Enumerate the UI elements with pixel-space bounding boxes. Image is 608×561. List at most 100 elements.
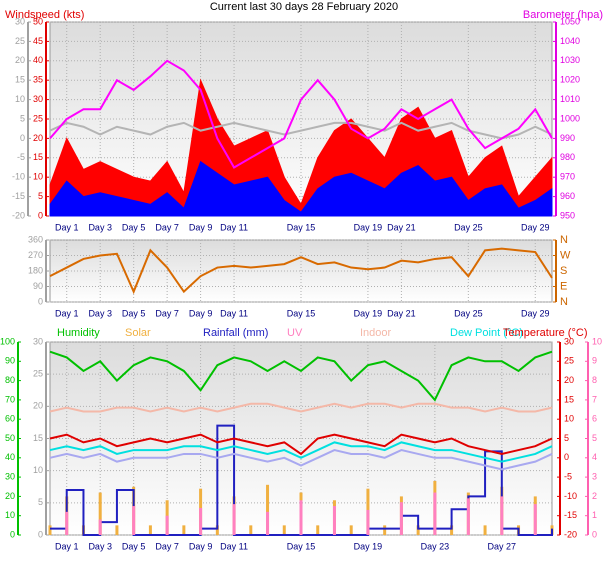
y-tick-label: 15 [33, 152, 43, 162]
y-tick-label: 10 [33, 172, 43, 182]
y-tick-label: 270 [28, 250, 43, 260]
y-tick-label: 80 [5, 375, 15, 385]
y-tick-label: 5 [564, 433, 569, 443]
y-tick-label: N [560, 296, 568, 308]
x-tick-label: Day 5 [122, 308, 146, 318]
area [49, 160, 553, 217]
x-tick-label: Day 21 [387, 308, 416, 318]
y-tick-label: 25 [33, 369, 43, 379]
y-tick-label: 1050 [560, 16, 580, 26]
y-tick-label: 950 [560, 210, 575, 220]
bar [48, 525, 52, 535]
y-tick-label: 2 [592, 491, 597, 501]
y-tick-label: 1020 [560, 75, 580, 85]
x-tick-label: Day 19 [354, 222, 383, 232]
bar [450, 525, 454, 535]
y-tick-label: -15 [564, 510, 577, 520]
x-tick-label: Day 7 [155, 222, 179, 232]
y-tick-label: 360 [28, 234, 43, 244]
y-tick-label: 9 [592, 356, 597, 366]
y-tick-label: 1 [592, 510, 597, 520]
y-tick-label: 70 [5, 394, 15, 404]
y-tick-label: 20 [15, 55, 25, 65]
bar [416, 525, 420, 535]
x-tick-label: Day 29 [521, 308, 550, 318]
y-tick-label: 30 [33, 94, 43, 104]
x-tick-label: Day 5 [122, 222, 146, 232]
legend-entry: Solar [125, 327, 151, 339]
y-tick-label: 30 [5, 471, 15, 481]
legend-entry: Humidity [57, 327, 100, 339]
bar [115, 525, 119, 535]
y-tick-label: 25 [33, 113, 43, 123]
y-tick-label: 30 [15, 16, 25, 26]
bar [316, 525, 320, 535]
page-title: Current last 30 days 28 February 2020 [210, 1, 398, 13]
y-tick-label: -15 [12, 191, 25, 201]
x-tick-label: Day 5 [122, 541, 146, 551]
x-tick-label: Day 11 [220, 222, 248, 232]
x-tick-label: Day 9 [189, 541, 213, 551]
y-tick-label: 20 [33, 133, 43, 143]
y-tick-label: 5 [592, 433, 597, 443]
y-tick-label: -10 [12, 172, 25, 182]
bar [98, 492, 102, 535]
y-tick-label: 90 [33, 281, 43, 291]
bar [266, 511, 270, 535]
y-tick-label: N [560, 234, 568, 246]
y-tick-label: 960 [560, 191, 575, 201]
y-tick-label: 1000 [560, 113, 580, 123]
x-tick-label: Day 3 [88, 541, 112, 551]
bar [399, 502, 403, 535]
y-tick-label: 10 [5, 510, 15, 520]
y-tick-label: 4 [592, 452, 597, 462]
y-tick-label: -20 [564, 529, 577, 539]
x-tick-label: Day 3 [88, 222, 112, 232]
x-tick-label: Day 27 [488, 541, 517, 551]
x-tick-label: Day 11 [220, 541, 248, 551]
bar [466, 498, 470, 535]
x-tick-label: Day 11 [220, 308, 248, 318]
y-tick-label: 30 [564, 336, 574, 346]
bar [299, 500, 303, 535]
y-tick-label: 7 [592, 394, 597, 404]
x-tick-label: Day 19 [354, 308, 383, 318]
y-tick-label: 20 [564, 375, 574, 385]
x-tick-label: Day 7 [155, 541, 179, 551]
axis-label: Windspeed (kts) [5, 9, 84, 21]
line [49, 350, 553, 402]
y-tick-label: 0 [564, 452, 569, 462]
x-tick-label: Day 9 [189, 308, 213, 318]
bar [349, 525, 353, 535]
line [49, 247, 553, 295]
line [49, 59, 553, 169]
bar [199, 507, 203, 535]
y-tick-label: W [560, 249, 571, 261]
bar [383, 525, 387, 535]
y-tick-label: 15 [15, 75, 25, 85]
y-tick-label: 0 [38, 529, 43, 539]
y-tick-label: 25 [15, 36, 25, 46]
bar [266, 484, 270, 535]
y-tick-label: 15 [564, 394, 574, 404]
bar [433, 492, 437, 535]
y-tick-label: 5 [20, 113, 25, 123]
y-tick-label: 990 [560, 133, 575, 143]
y-tick-label: 20 [5, 491, 15, 501]
y-tick-label: 0 [38, 210, 43, 220]
y-tick-label: 20 [33, 401, 43, 411]
y-tick-label: 10 [33, 465, 43, 475]
bar [483, 525, 487, 535]
x-tick-label: Day 21 [387, 222, 416, 232]
bar [182, 525, 186, 535]
y-tick-label: 50 [33, 16, 43, 26]
y-tick-label: -5 [17, 152, 25, 162]
line [49, 449, 553, 471]
y-tick-label: 30 [33, 336, 43, 346]
bar [148, 525, 152, 535]
line [49, 433, 553, 456]
x-tick-label: Day 19 [354, 541, 383, 551]
y-tick-label: 0 [38, 296, 43, 306]
bar [366, 509, 370, 535]
